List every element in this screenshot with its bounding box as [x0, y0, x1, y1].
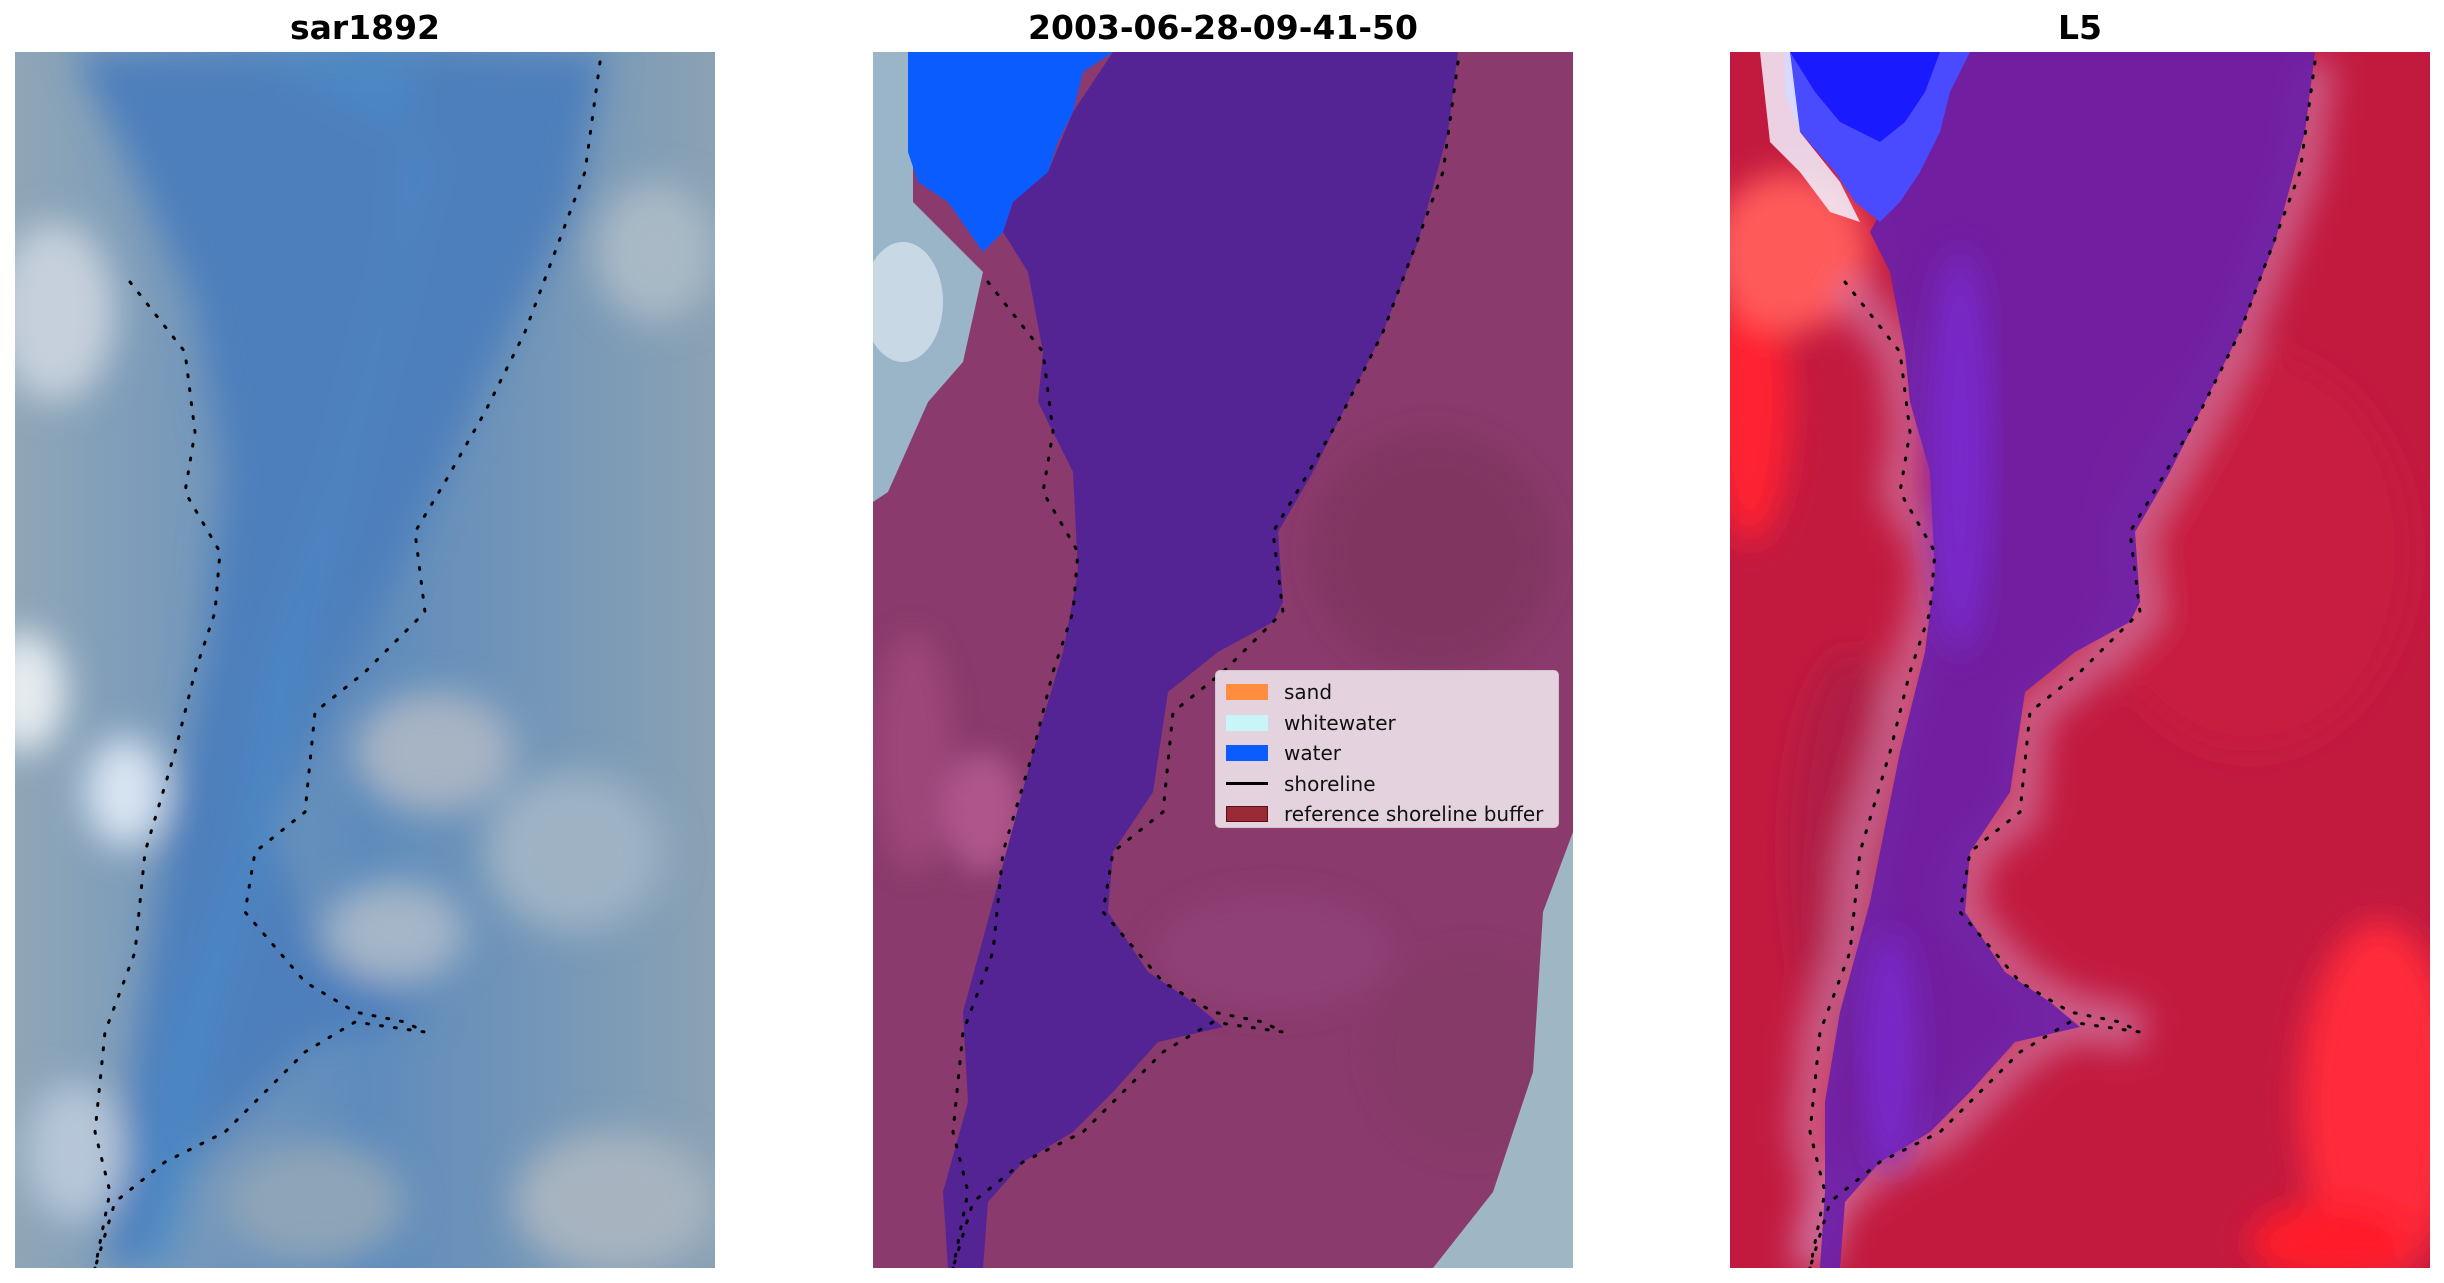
shoreline-left: [93, 280, 222, 1268]
legend-item-shoreline: shoreline: [1226, 769, 1548, 800]
panel-title-rgb: sar1892: [289, 8, 441, 47]
index-image: [1730, 52, 2430, 1268]
legend-swatch-whitewater: [1226, 714, 1268, 731]
legend-label: whitewater: [1284, 710, 1396, 735]
legend-item-reference-buffer: reference shoreline buffer: [1226, 799, 1548, 830]
legend-label: water: [1284, 741, 1341, 766]
legend: sand whitewater water shoreline referenc…: [1215, 670, 1559, 828]
legend-swatch-water: [1226, 745, 1268, 762]
classification-image: [873, 52, 1573, 1268]
water-class-patch: [908, 52, 1113, 252]
shoreline-left: [1808, 280, 1937, 1268]
panel-title-index: L5: [2058, 8, 2102, 47]
rgb-image: [15, 52, 715, 1268]
legend-item-water: water: [1226, 738, 1548, 769]
classification-panel: [873, 52, 1573, 1268]
legend-swatch-reference-buffer: [1226, 806, 1268, 823]
shoreline-left: [951, 280, 1080, 1268]
water-class: [943, 52, 1458, 1268]
legend-label: reference shoreline buffer: [1284, 802, 1544, 827]
legend-swatch-shoreline: [1226, 782, 1268, 786]
legend-label: shoreline: [1284, 771, 1376, 796]
legend-item-sand: sand: [1226, 677, 1548, 708]
legend-label: sand: [1284, 680, 1333, 705]
legend-swatch-sand: [1226, 684, 1268, 701]
legend-item-whitewater: whitewater: [1226, 708, 1548, 739]
rgb-image-panel: [15, 52, 715, 1268]
panel-title-classification: 2003-06-28-09-41-50: [1028, 8, 1418, 47]
index-image-panel: [1730, 52, 2430, 1268]
